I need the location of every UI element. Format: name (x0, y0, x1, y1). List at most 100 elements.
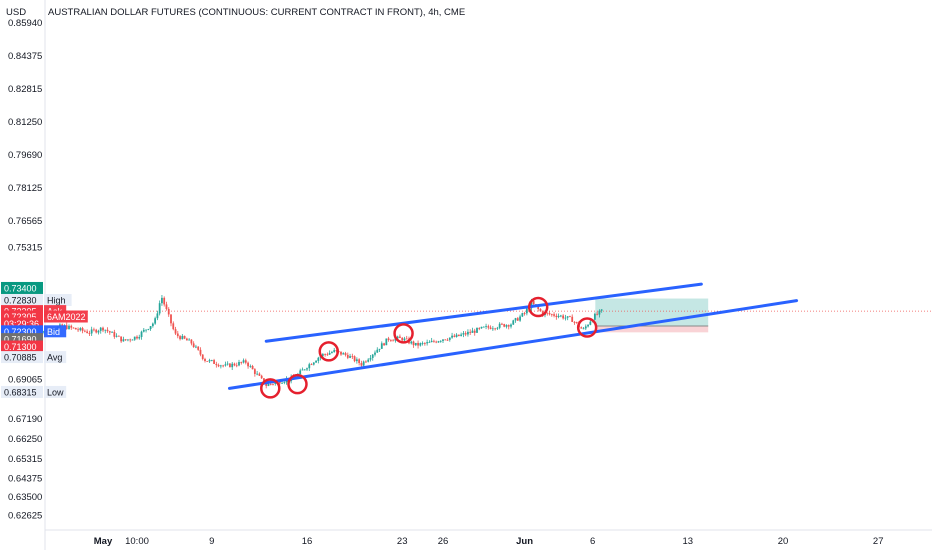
candle-body (355, 359, 358, 362)
candle-body (235, 365, 238, 367)
candle-body (249, 365, 252, 367)
candle-body (272, 383, 274, 385)
touch-point-circle[interactable] (260, 378, 281, 399)
candle-body (321, 354, 324, 356)
candle-body (93, 329, 95, 331)
price-label-value: 0.72305 (4, 312, 37, 322)
price-tick-label: 0.79690 (8, 150, 42, 161)
price-label-tag-box (44, 310, 88, 323)
profit-zone[interactable] (595, 298, 709, 327)
candle-body (505, 325, 508, 327)
candle-body (97, 330, 100, 333)
candle-body (446, 339, 449, 341)
candle-body (299, 370, 302, 375)
candle-body (256, 373, 259, 375)
price-label-value: 0.72300 (4, 327, 37, 337)
candle-body (165, 304, 168, 310)
candle-body (274, 382, 277, 384)
candle-body (74, 327, 77, 330)
candle-body (115, 335, 118, 337)
price-label-value: 0.68315 (4, 387, 37, 397)
price-label-tag: Bid (47, 327, 60, 337)
touch-point-circle[interactable] (318, 341, 340, 362)
candle-body (224, 364, 227, 366)
channel-lower-line[interactable] (227, 299, 799, 390)
candle-body (324, 354, 327, 355)
time-tick-label: 10:00 (125, 536, 149, 547)
candle-body (462, 333, 465, 335)
loss-zone[interactable] (595, 326, 709, 333)
candle-body (525, 308, 528, 314)
price-tick-label: 0.63500 (8, 492, 42, 503)
touch-point-circle[interactable] (287, 373, 308, 395)
price-tick-label: 0.84375 (8, 51, 42, 62)
touch-point-circle[interactable] (393, 323, 414, 344)
candle-body (265, 383, 268, 386)
candle-body (251, 365, 254, 370)
candle-body (111, 331, 113, 333)
candle-body (521, 313, 524, 317)
candle-body (476, 327, 478, 333)
candle-body (147, 329, 150, 330)
candle-body (487, 326, 490, 328)
candle-body (86, 331, 89, 334)
candle-body (81, 328, 84, 331)
candle-body (401, 337, 404, 341)
touch-point-circle[interactable] (576, 317, 598, 338)
candle-body (215, 363, 218, 366)
candle-body (181, 335, 184, 340)
touch-point-circle[interactable] (527, 296, 549, 318)
candle-body (163, 297, 166, 305)
price-label-value: 0.72830 (4, 296, 37, 306)
candle-body (489, 327, 492, 329)
candle-body (553, 314, 555, 316)
candle-body (267, 383, 270, 386)
candle-body (301, 369, 304, 371)
candle-body (195, 346, 197, 348)
candle-body (426, 342, 429, 344)
chart-title: AUSTRALIAN DOLLAR FUTURES (CONTINUOUS: C… (48, 7, 466, 18)
candle-body (439, 340, 442, 342)
currency-label: USD (6, 7, 27, 18)
candle-body (172, 323, 175, 330)
candle-body (530, 300, 533, 309)
price-label-tag: Avg (47, 353, 62, 363)
candle-body (122, 339, 125, 342)
candle-body (151, 323, 154, 327)
price-label-box (1, 281, 43, 294)
candle-body (317, 357, 320, 361)
candle-body (469, 331, 472, 333)
candle-body (65, 325, 68, 330)
candle-body (557, 315, 560, 318)
candle-body (340, 351, 342, 355)
price-label-tag: 6AM2022 (47, 312, 86, 322)
candle-body (362, 361, 365, 366)
price-tick-label: 0.69065 (8, 375, 42, 386)
candle-body (573, 321, 576, 323)
price-label-tag-box (44, 325, 67, 338)
candle-body (242, 360, 245, 363)
price-tick-label: 0.65315 (8, 454, 42, 465)
candle-body (247, 362, 249, 367)
channel-upper-line[interactable] (264, 282, 703, 343)
candle-body (145, 329, 147, 331)
price-tick-label: 0.64375 (8, 474, 42, 485)
candle-body (106, 329, 109, 332)
candle-body (95, 329, 98, 333)
candle-body (310, 364, 313, 366)
price-tick-label: 0.75315 (8, 242, 42, 253)
candle-body (512, 320, 515, 325)
candle-body (154, 318, 157, 324)
candle-body (485, 326, 487, 327)
candle-body (498, 323, 501, 328)
price-label-value: 0.71690 (4, 335, 37, 345)
candle-body (190, 339, 193, 344)
candle-body (374, 352, 376, 355)
candle-body (226, 363, 229, 365)
candle-body (240, 362, 243, 363)
candle-body (174, 329, 177, 334)
candle-body (575, 322, 578, 323)
price-tick-label: 0.78125 (8, 183, 42, 194)
